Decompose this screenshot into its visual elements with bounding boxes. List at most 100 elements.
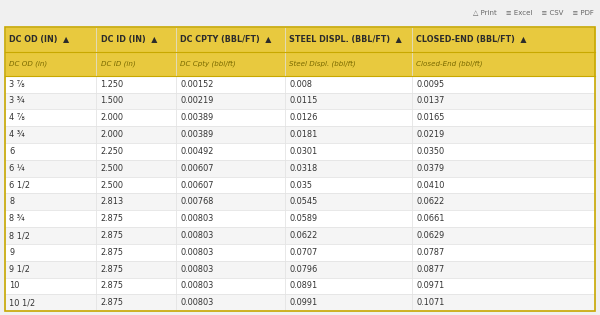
Bar [285,244,412,261]
Text: 1.250: 1.250 [101,80,124,89]
Text: DC CPTY (BBL/FT)  ▲: DC CPTY (BBL/FT) ▲ [180,35,272,44]
Text: 0.00803: 0.00803 [180,298,214,307]
Bar [5,93,97,109]
Text: 9: 9 [9,248,14,257]
Bar [285,261,412,278]
Bar [176,177,285,193]
Text: 2.875: 2.875 [101,214,124,223]
Text: 8 1/2: 8 1/2 [9,231,30,240]
Text: 0.0301: 0.0301 [289,147,317,156]
Bar [5,27,97,52]
Bar [285,160,412,177]
Text: 0.0350: 0.0350 [416,147,445,156]
Bar [176,261,285,278]
Text: Steel Displ. (bbl/ft): Steel Displ. (bbl/ft) [289,61,356,67]
Text: 0.0622: 0.0622 [289,231,317,240]
Bar [176,193,285,210]
Bar [176,160,285,177]
Text: 10 1/2: 10 1/2 [9,298,35,307]
Text: 2.875: 2.875 [101,265,124,274]
Text: CLOSED-END (BBL/FT)  ▲: CLOSED-END (BBL/FT) ▲ [416,35,527,44]
Bar [97,93,176,109]
Bar [285,109,412,126]
Text: 2.875: 2.875 [101,231,124,240]
Text: 0.00607: 0.00607 [180,180,214,190]
Text: 6 1/2: 6 1/2 [9,180,30,190]
Bar [5,126,97,143]
Bar [97,210,176,227]
Text: 6: 6 [9,147,14,156]
Text: 0.0891: 0.0891 [289,282,317,290]
Text: △ Print    ≡ Excel    ≡ CSV    ≡ PDF: △ Print ≡ Excel ≡ CSV ≡ PDF [473,9,594,15]
Bar [97,109,176,126]
Bar [176,109,285,126]
Bar [285,143,412,160]
Text: 0.0991: 0.0991 [289,298,317,307]
Text: 3 ¾: 3 ¾ [9,96,25,106]
Bar [5,193,97,210]
Bar [412,109,595,126]
Text: 2.000: 2.000 [101,113,124,122]
Text: 0.00803: 0.00803 [180,265,214,274]
Bar [412,295,595,311]
Bar [97,143,176,160]
Text: 0.0629: 0.0629 [416,231,445,240]
Bar [285,27,412,52]
Text: 0.00389: 0.00389 [180,130,214,139]
Bar [5,210,97,227]
Bar [176,143,285,160]
Bar [97,244,176,261]
Bar [97,126,176,143]
Text: 2.875: 2.875 [101,282,124,290]
Bar [412,278,595,295]
Bar [412,27,595,52]
Text: 9 1/2: 9 1/2 [9,265,30,274]
Bar [97,76,176,93]
Text: 0.0877: 0.0877 [416,265,445,274]
Bar [176,227,285,244]
Text: 0.0589: 0.0589 [289,214,317,223]
Text: 2.250: 2.250 [101,147,124,156]
Text: 8: 8 [9,198,14,206]
Text: 0.0126: 0.0126 [289,113,318,122]
Text: Closed-End (bbl/ft): Closed-End (bbl/ft) [416,61,483,67]
Bar [5,227,97,244]
Bar [176,52,285,76]
Bar [412,193,595,210]
Bar [285,76,412,93]
Bar [5,76,97,93]
Text: DC OD (in): DC OD (in) [9,61,47,67]
Text: DC ID (in): DC ID (in) [101,61,135,67]
Text: 3 ⅞: 3 ⅞ [9,80,25,89]
Text: 0.00607: 0.00607 [180,164,214,173]
Text: 2.875: 2.875 [101,248,124,257]
Bar [285,177,412,193]
Bar [285,227,412,244]
Bar [412,261,595,278]
Text: 0.00492: 0.00492 [180,147,214,156]
Text: 4 ¾: 4 ¾ [9,130,25,139]
Text: 0.00803: 0.00803 [180,248,214,257]
Text: 0.0787: 0.0787 [416,248,445,257]
Text: 0.00152: 0.00152 [180,80,214,89]
Bar [285,295,412,311]
Bar [412,93,595,109]
Text: DC Cpty (bbl/ft): DC Cpty (bbl/ft) [180,61,236,67]
Text: 2.875: 2.875 [101,298,124,307]
Text: 0.1071: 0.1071 [416,298,445,307]
Text: 0.00389: 0.00389 [180,113,214,122]
Text: 0.00768: 0.00768 [180,198,214,206]
Bar [176,93,285,109]
Text: 0.0379: 0.0379 [416,164,445,173]
Text: 0.035: 0.035 [289,180,313,190]
Bar [285,126,412,143]
Text: 0.0971: 0.0971 [416,282,445,290]
Bar [97,27,176,52]
Text: 0.0796: 0.0796 [289,265,317,274]
Bar [412,177,595,193]
Text: 4 ⅞: 4 ⅞ [9,113,25,122]
Bar [176,126,285,143]
Text: 0.00803: 0.00803 [180,231,214,240]
Bar [412,210,595,227]
Bar [97,52,176,76]
